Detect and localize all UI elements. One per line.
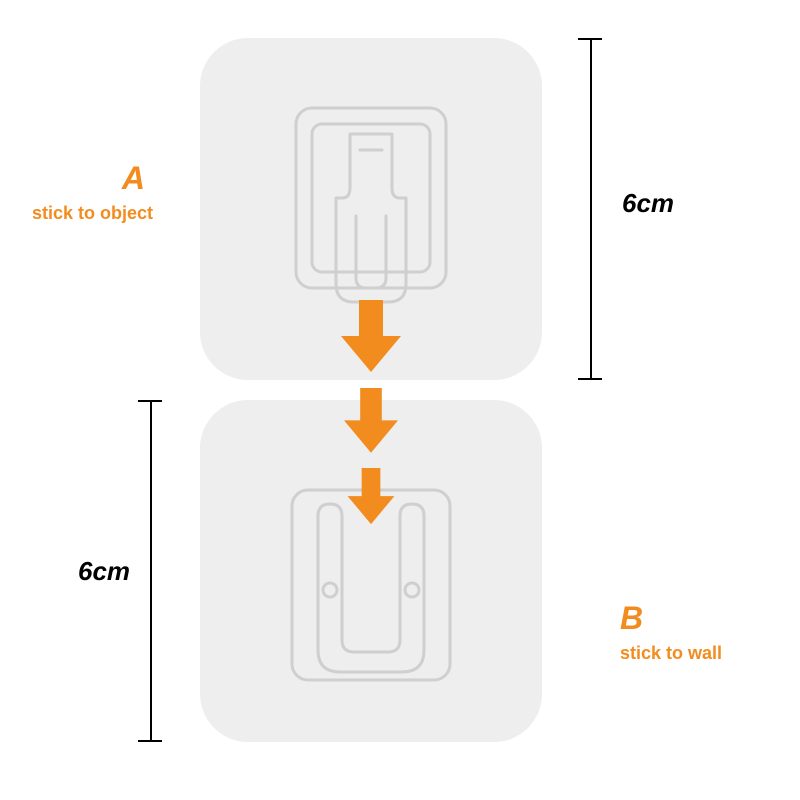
arrows-icon <box>0 0 800 800</box>
infographic-canvas: A stick to object B stick to wall 6cm 6c… <box>0 0 800 800</box>
